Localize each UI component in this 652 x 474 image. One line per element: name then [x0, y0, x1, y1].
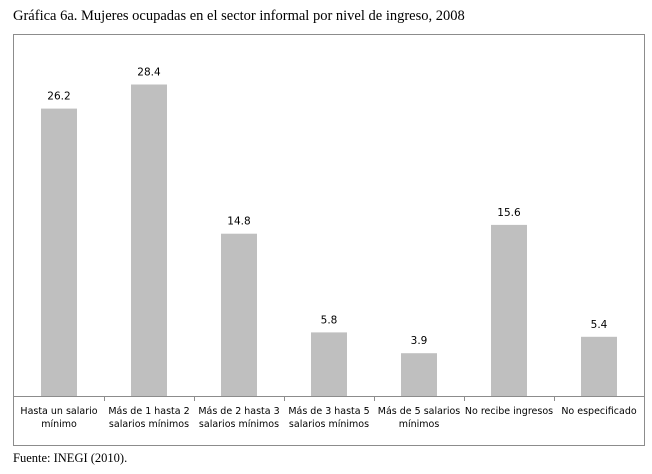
category-label-line: mínimos	[399, 419, 440, 430]
bar-1	[41, 108, 77, 396]
bar-2	[131, 84, 167, 396]
category-label-line: Más de 5 salarios	[378, 406, 461, 417]
chart-area: 26.2 Hasta un salario mínimo 28.4 Más de 1 h…	[13, 34, 645, 446]
data-label-1: 26.2	[47, 91, 70, 103]
category-label-4: Más de 3 hasta 5 salarios mínimos	[288, 406, 369, 430]
data-label-4: 5.8	[321, 314, 338, 326]
category-label-5: Más de 5 salarios mínimos	[378, 406, 461, 430]
category-label-line: Hasta un salario	[20, 406, 97, 417]
category-label-line: salarios mínimos	[109, 419, 189, 430]
bar-5	[401, 353, 437, 396]
category-label-1: Hasta un salario mínimo	[20, 406, 97, 430]
data-label-6: 15.6	[497, 207, 521, 219]
data-label-3: 14.8	[227, 216, 250, 228]
data-label-5: 3.9	[411, 335, 428, 347]
data-label-2: 28.4	[137, 67, 161, 79]
category-label-line: mínimo	[41, 419, 77, 430]
bar-6	[491, 224, 527, 396]
category-label-line: No especificado	[561, 406, 637, 417]
category-label-3: Más de 2 hasta 3 salarios mínimos	[198, 406, 279, 430]
category-label-line: No recibe ingresos	[465, 406, 553, 417]
category-label-6: No recibe ingresos	[465, 406, 553, 417]
category-label-7: No especificado	[561, 406, 637, 417]
bar-chart: 26.2 Hasta un salario mínimo 28.4 Más de 1 h…	[14, 67, 644, 430]
data-label-7: 5.4	[591, 319, 608, 331]
category-label-line: Más de 3 hasta 5	[288, 406, 369, 417]
bar-7	[581, 336, 617, 396]
bar-4	[311, 332, 347, 396]
category-label-line: salarios mínimos	[289, 419, 369, 430]
bar-3	[221, 233, 257, 396]
chart-title: Gráfica 6a. Mujeres ocupadas en el secto…	[13, 8, 465, 24]
source-note: Fuente: INEGI (2010).	[13, 451, 128, 465]
category-label-2: Más de 1 hasta 2 salarios mínimos	[108, 406, 189, 430]
category-label-line: Más de 1 hasta 2	[108, 406, 189, 417]
category-label-line: salarios mínimos	[199, 419, 279, 430]
category-label-line: Más de 2 hasta 3	[198, 406, 279, 417]
